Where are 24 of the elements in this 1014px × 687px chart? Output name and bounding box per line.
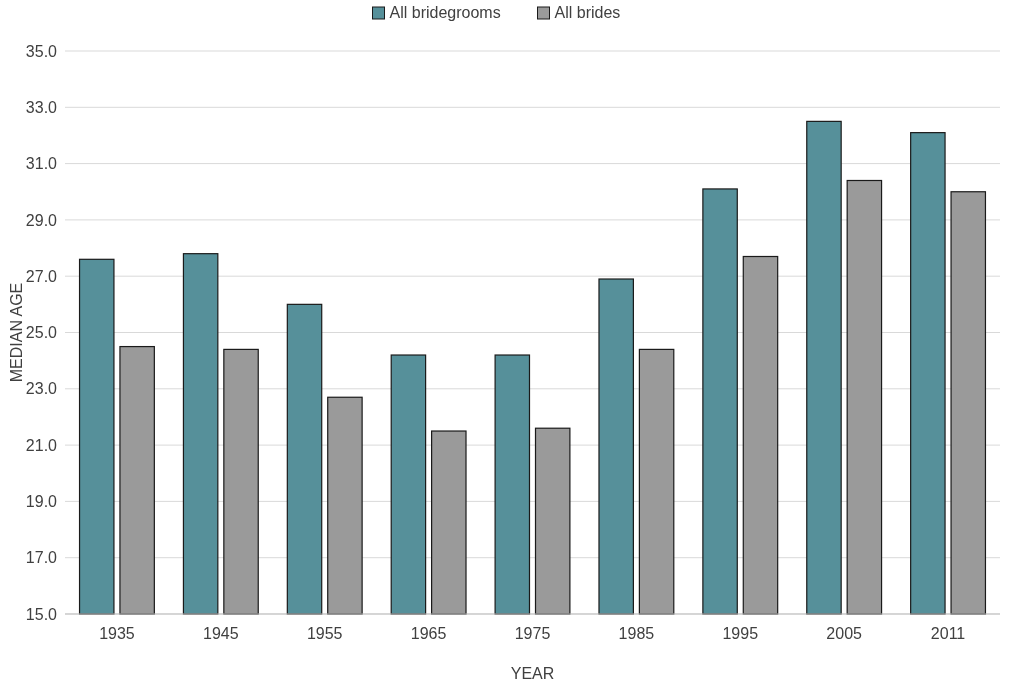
y-tick-label: 15.0 [25,605,58,623]
x-tick-label: 1985 [618,625,655,642]
y-tick-label: 19.0 [25,493,58,510]
y-tick-label: 27.0 [25,267,58,285]
y-tick-label: 33.0 [25,98,58,116]
x-tick-label: 1965 [410,625,447,642]
y-tick-label: 23.0 [25,380,58,398]
y-tick-label: 35.0 [25,42,58,60]
x-tick-label: 1935 [99,625,135,642]
y-tick-label: 29.0 [25,211,58,229]
x-axis-title: YEAR [510,665,555,682]
y-axis-title: MEDIAN AGE [8,282,25,383]
x-tick-label: 1995 [722,625,759,642]
y-tick-label: 17.0 [25,549,58,567]
x-tick-label: 1945 [203,625,239,642]
x-tick-label: 1955 [306,625,343,642]
x-tick-label: 2005 [826,625,863,642]
legend-label: All bridegrooms [389,4,501,21]
x-tick-label: 2011 [930,625,966,642]
y-tick-label: 21.0 [25,436,58,454]
x-tick-label: 1975 [514,625,551,642]
y-tick-label: 31.0 [25,155,58,173]
legend-label: All brides [554,4,621,21]
y-tick-label: 25.0 [25,324,58,342]
